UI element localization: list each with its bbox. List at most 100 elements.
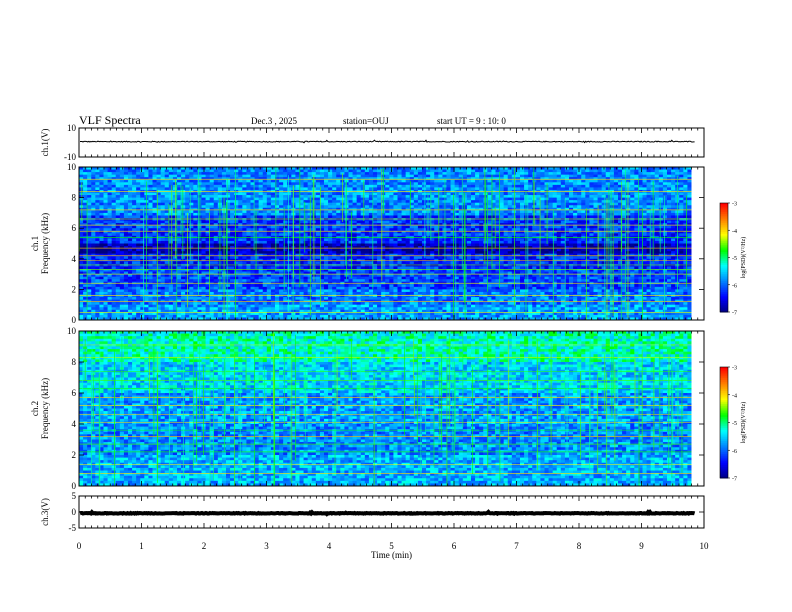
spectrogram-cell bbox=[275, 304, 280, 308]
spectrogram-cell bbox=[83, 279, 88, 283]
spectrogram-cell bbox=[115, 182, 121, 186]
spectrogram-cell bbox=[368, 230, 374, 234]
spectrogram-cell bbox=[83, 274, 88, 278]
spectrogram-cell bbox=[348, 207, 353, 211]
spectrogram-cell bbox=[258, 248, 264, 252]
spectrogram-cell bbox=[238, 207, 243, 211]
spectrogram-cell bbox=[315, 215, 321, 219]
spectrogram-cell bbox=[136, 169, 141, 173]
spectrogram-cell bbox=[123, 238, 129, 242]
spectrogram-cell bbox=[360, 195, 366, 198]
spectrogram-cell bbox=[250, 184, 255, 188]
spectrogram-cell bbox=[168, 248, 174, 252]
spectrogram-cell bbox=[287, 284, 292, 288]
spectrogram-cell bbox=[356, 251, 362, 255]
spectrogram-cell bbox=[242, 309, 247, 313]
spectrogram-cell bbox=[279, 233, 284, 237]
spectrogram-cell bbox=[230, 200, 235, 204]
spectrogram-cell bbox=[111, 223, 117, 227]
spectrogram-cell bbox=[348, 228, 353, 232]
spectrogram-cell bbox=[115, 294, 121, 298]
spectrogram-cell bbox=[177, 179, 182, 183]
spectrogram-cell bbox=[332, 215, 337, 219]
spectrogram-cell bbox=[254, 172, 260, 176]
spectrogram-cell bbox=[266, 299, 272, 303]
spectrogram-cell bbox=[401, 205, 407, 209]
spectrogram-cell bbox=[340, 307, 345, 311]
spectrogram-cell bbox=[332, 274, 337, 278]
spectrogram-cell bbox=[197, 243, 202, 247]
spectrogram-cell bbox=[283, 233, 288, 237]
spectrogram-cell bbox=[270, 294, 276, 298]
spectrogram-cell bbox=[213, 286, 219, 290]
spectrogram-cell bbox=[87, 174, 92, 178]
spectrogram-cell bbox=[385, 200, 390, 204]
spectrogram-cell bbox=[250, 271, 255, 275]
spectrogram-cell bbox=[234, 291, 239, 295]
spectrogram-cell bbox=[295, 261, 300, 265]
spectrogram-cell bbox=[262, 256, 268, 260]
spectrogram-cell bbox=[393, 269, 398, 272]
spectrogram-cell bbox=[360, 174, 366, 178]
spectrogram-cell bbox=[83, 184, 88, 188]
spectrogram-cell bbox=[356, 195, 362, 198]
spectrogram-cell bbox=[295, 263, 300, 267]
spectrogram-cell bbox=[287, 172, 292, 176]
spectrogram-cell bbox=[303, 169, 309, 173]
spectrogram-cell bbox=[99, 284, 104, 288]
spectrogram-cell bbox=[95, 220, 100, 224]
spectrogram-cell bbox=[295, 307, 300, 311]
spectrogram-cell bbox=[299, 294, 304, 298]
spectrogram-cell bbox=[123, 274, 129, 278]
spectrogram-cell bbox=[283, 184, 288, 188]
spectrogram-cell bbox=[393, 197, 398, 201]
spectrogram-cell bbox=[177, 172, 182, 176]
spectrogram-cell bbox=[348, 274, 353, 278]
spectrogram-cell bbox=[381, 263, 386, 267]
spectrogram-cell bbox=[397, 279, 402, 283]
spectrogram-cell bbox=[242, 271, 247, 275]
spectrogram-cell bbox=[144, 302, 149, 306]
spectrogram-cell bbox=[164, 289, 170, 293]
spectrogram-cell bbox=[328, 266, 333, 270]
spectrogram-cell bbox=[295, 304, 300, 308]
spectrogram-cell bbox=[377, 251, 382, 255]
spectrogram-cell bbox=[95, 212, 100, 216]
spectrogram-cell bbox=[168, 302, 174, 306]
spectrogram-cell bbox=[148, 240, 153, 244]
spectrogram-cell bbox=[242, 266, 247, 270]
spectrogram-cell bbox=[270, 240, 276, 244]
spectrogram-cell bbox=[128, 253, 133, 257]
spectrogram-cell bbox=[172, 274, 178, 278]
spectrogram-cell bbox=[201, 228, 206, 232]
spectrogram-cell bbox=[328, 279, 333, 283]
spectrogram-cell bbox=[132, 284, 137, 288]
spectrogram-cell bbox=[119, 251, 125, 255]
spectrogram-cell bbox=[275, 246, 280, 249]
spectrogram-cell bbox=[258, 317, 264, 321]
spectrogram-cell bbox=[246, 261, 251, 265]
spectrogram-cell bbox=[360, 256, 366, 260]
spectrogram-cell bbox=[242, 212, 247, 216]
spectrogram-cell bbox=[99, 169, 104, 173]
spectrogram-cell bbox=[385, 220, 390, 224]
spectrogram-cell bbox=[246, 174, 251, 178]
spectrogram-cell bbox=[336, 253, 341, 257]
spectrogram-cell bbox=[360, 297, 366, 300]
spectrogram-cell bbox=[79, 309, 84, 313]
spectrogram-cell bbox=[95, 218, 100, 221]
spectrogram-cell bbox=[226, 212, 231, 216]
spectrogram-cell bbox=[246, 177, 251, 181]
spectrogram-cell bbox=[217, 299, 223, 303]
spectrogram-cell bbox=[270, 286, 276, 290]
spectrogram-cell bbox=[160, 177, 166, 181]
spectrogram-cell bbox=[295, 187, 300, 191]
spectrogram-cell bbox=[79, 297, 84, 300]
spectrogram-cell bbox=[295, 289, 300, 293]
spectrogram-cell bbox=[332, 167, 337, 170]
spectrogram-cell bbox=[107, 263, 113, 267]
spectrogram-cell bbox=[177, 182, 182, 186]
spectrogram-cell bbox=[177, 225, 182, 229]
spectrogram-cell bbox=[148, 177, 153, 181]
spectrogram-cell bbox=[226, 192, 231, 196]
